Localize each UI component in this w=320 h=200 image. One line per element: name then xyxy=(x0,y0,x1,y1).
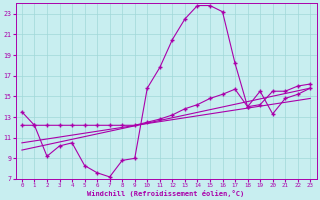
X-axis label: Windchill (Refroidissement éolien,°C): Windchill (Refroidissement éolien,°C) xyxy=(87,190,245,197)
